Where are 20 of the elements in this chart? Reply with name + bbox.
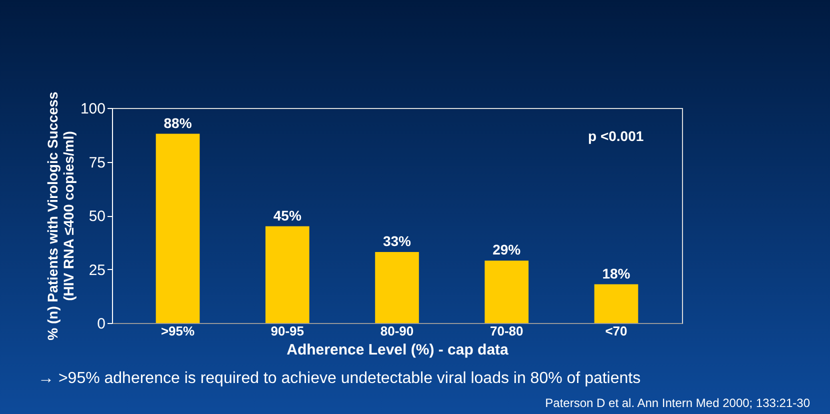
data-label: 45% — [273, 207, 302, 224]
y-tick-label: 25 — [88, 262, 106, 279]
x-tick-label: 90-95 — [270, 324, 304, 338]
x-tick-label: >95% — [160, 324, 196, 338]
data-label: 29% — [492, 242, 522, 258]
y-tick-label: 0 — [97, 316, 106, 332]
data-label: 18% — [602, 265, 631, 282]
data-label: 88% — [164, 114, 192, 131]
annotation: p <0.001 — [588, 128, 644, 144]
text: → >95% adherence is required to achieve undetectable viral loads in 80% of patients — [38, 370, 642, 388]
y-axis-title: % (n) Patients with Virologic Success (HIV RNA ≤400 copies/ml) — [44, 91, 76, 340]
x-tick-label: <70 — [605, 324, 628, 338]
x-tick-label: 70-80 — [490, 324, 524, 338]
data-label: 33% — [382, 233, 412, 250]
x-axis-title: Adherence Level (%) - cap data — [286, 342, 510, 358]
y-tick-label: 75 — [88, 154, 106, 172]
y-tick-label: 100 — [80, 100, 106, 118]
x-tick-label: 80-90 — [380, 324, 414, 338]
text: Paterson D et al. Ann Intern Med 2000; 133:21-30 — [545, 396, 810, 410]
y-tick-label: 50 — [88, 208, 106, 225]
